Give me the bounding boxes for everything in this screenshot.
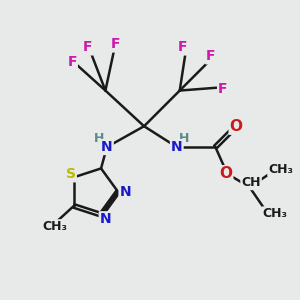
Text: H: H bbox=[94, 132, 105, 145]
Text: F: F bbox=[111, 38, 121, 52]
Text: F: F bbox=[218, 82, 228, 96]
Text: F: F bbox=[68, 55, 77, 69]
Text: CH: CH bbox=[241, 176, 261, 189]
Text: F: F bbox=[83, 40, 92, 55]
Text: CH₃: CH₃ bbox=[42, 220, 67, 233]
Text: N: N bbox=[100, 212, 111, 226]
Text: F: F bbox=[178, 40, 188, 55]
Text: CH₃: CH₃ bbox=[262, 207, 287, 220]
Text: N: N bbox=[171, 140, 183, 154]
Text: N: N bbox=[119, 184, 131, 199]
Text: F: F bbox=[206, 50, 216, 63]
Text: S: S bbox=[66, 167, 76, 181]
Text: N: N bbox=[101, 140, 113, 154]
Text: H: H bbox=[179, 132, 189, 145]
Text: O: O bbox=[219, 166, 232, 181]
Text: O: O bbox=[230, 119, 243, 134]
Text: CH₃: CH₃ bbox=[268, 163, 293, 176]
